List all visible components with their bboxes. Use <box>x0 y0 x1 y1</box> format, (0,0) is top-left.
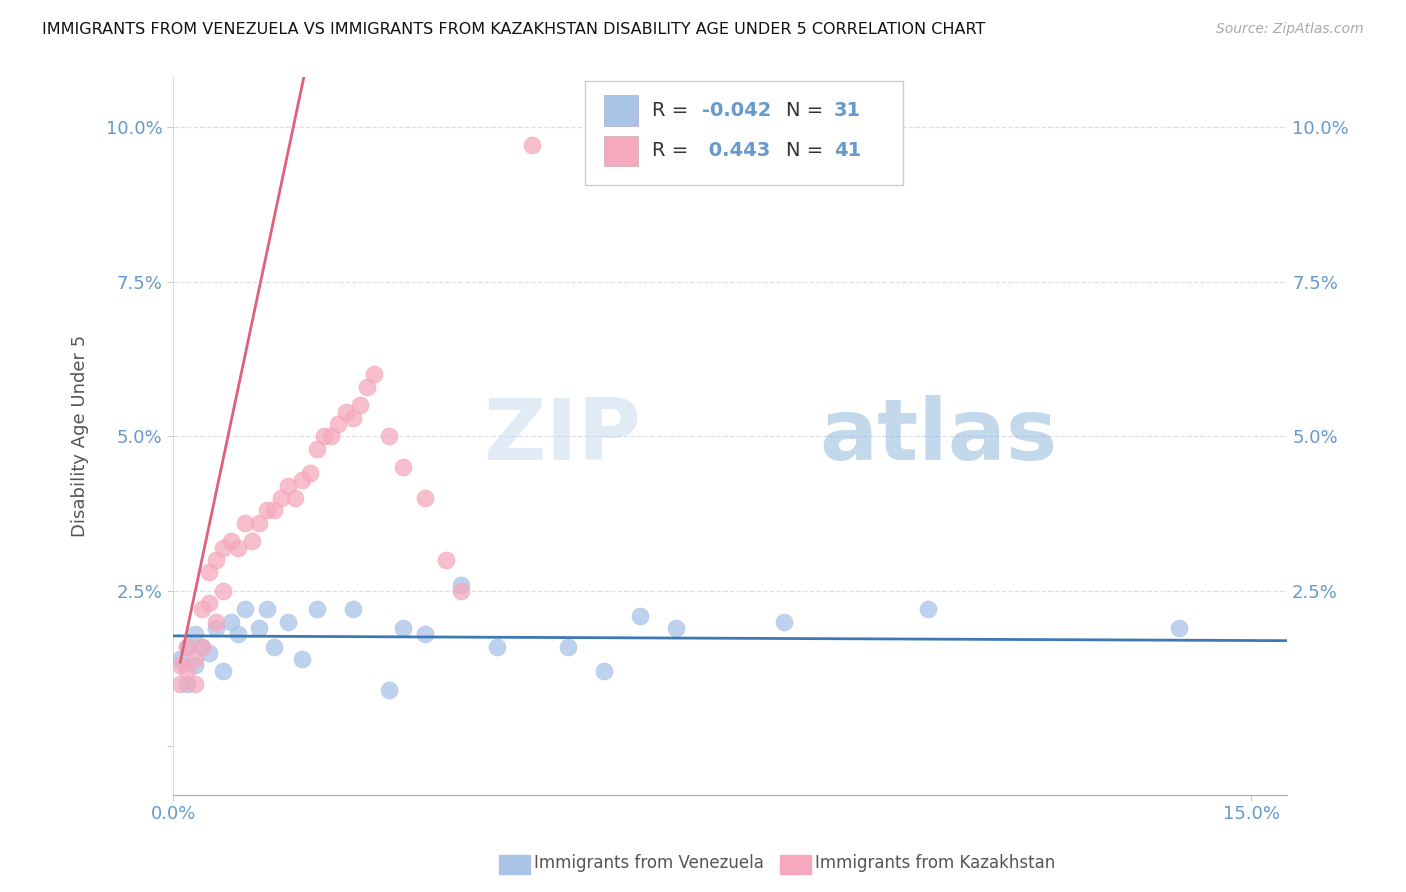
Point <box>226 541 249 555</box>
Point <box>169 658 191 673</box>
Point <box>485 640 508 654</box>
Text: Immigrants from Kazakhstan: Immigrants from Kazakhstan <box>815 855 1056 872</box>
Point <box>219 615 242 629</box>
Point <box>226 627 249 641</box>
Point <box>593 665 616 679</box>
Point <box>342 410 364 425</box>
Point <box>198 646 221 660</box>
Text: 0.443: 0.443 <box>702 141 770 161</box>
Point <box>291 473 314 487</box>
Point <box>191 640 214 654</box>
Point <box>183 627 205 641</box>
Point <box>1168 621 1191 635</box>
Point <box>183 652 205 666</box>
Point <box>256 503 278 517</box>
Y-axis label: Disability Age Under 5: Disability Age Under 5 <box>72 335 89 537</box>
Text: Source: ZipAtlas.com: Source: ZipAtlas.com <box>1216 22 1364 37</box>
Point <box>212 541 235 555</box>
Point <box>392 621 415 635</box>
Point <box>321 429 343 443</box>
Point <box>233 602 256 616</box>
Text: N =: N = <box>786 141 830 161</box>
Point <box>263 640 285 654</box>
Text: atlas: atlas <box>820 395 1057 478</box>
Point <box>522 138 544 153</box>
Point <box>377 682 399 697</box>
Point <box>305 602 328 616</box>
Point <box>665 621 688 635</box>
Point <box>191 640 214 654</box>
Point <box>335 404 357 418</box>
Text: ZIP: ZIP <box>484 395 641 478</box>
Text: 41: 41 <box>834 141 860 161</box>
Point <box>270 491 292 505</box>
Point <box>291 652 314 666</box>
Point <box>176 640 198 654</box>
Point <box>233 516 256 530</box>
Point <box>191 602 214 616</box>
Text: N =: N = <box>786 101 830 120</box>
FancyBboxPatch shape <box>585 81 903 185</box>
Point <box>247 516 270 530</box>
Point <box>434 553 457 567</box>
Point <box>557 640 579 654</box>
Point <box>183 676 205 690</box>
Point <box>176 676 198 690</box>
Point <box>312 429 335 443</box>
Point <box>342 602 364 616</box>
Point <box>169 676 191 690</box>
Point <box>450 578 472 592</box>
Text: R =: R = <box>652 101 695 120</box>
Point <box>205 615 228 629</box>
Point <box>263 503 285 517</box>
Point <box>198 566 221 580</box>
Point <box>205 553 228 567</box>
Point <box>277 479 299 493</box>
Point <box>183 658 205 673</box>
Point <box>176 640 198 654</box>
Point <box>377 429 399 443</box>
Point <box>628 608 651 623</box>
Point <box>773 615 796 629</box>
Point <box>212 583 235 598</box>
Point <box>413 627 436 641</box>
Point <box>277 615 299 629</box>
Text: -0.042: -0.042 <box>702 101 772 120</box>
Point <box>298 467 321 481</box>
Point <box>284 491 307 505</box>
Point <box>205 621 228 635</box>
Point <box>198 596 221 610</box>
Point <box>305 442 328 456</box>
Point <box>212 665 235 679</box>
Point <box>450 583 472 598</box>
Point <box>219 534 242 549</box>
Bar <box>605 95 638 126</box>
Point <box>363 368 385 382</box>
Point <box>176 665 198 679</box>
Point <box>356 380 378 394</box>
Text: R =: R = <box>652 141 695 161</box>
Point <box>247 621 270 635</box>
Point <box>328 417 350 431</box>
Point <box>240 534 263 549</box>
Point <box>256 602 278 616</box>
Point <box>169 652 191 666</box>
Point <box>413 491 436 505</box>
Point <box>349 398 371 412</box>
Text: 31: 31 <box>834 101 860 120</box>
Point <box>917 602 939 616</box>
Text: Immigrants from Venezuela: Immigrants from Venezuela <box>534 855 763 872</box>
Point <box>392 460 415 475</box>
Text: IMMIGRANTS FROM VENEZUELA VS IMMIGRANTS FROM KAZAKHSTAN DISABILITY AGE UNDER 5 C: IMMIGRANTS FROM VENEZUELA VS IMMIGRANTS … <box>42 22 986 37</box>
Bar <box>605 136 638 166</box>
